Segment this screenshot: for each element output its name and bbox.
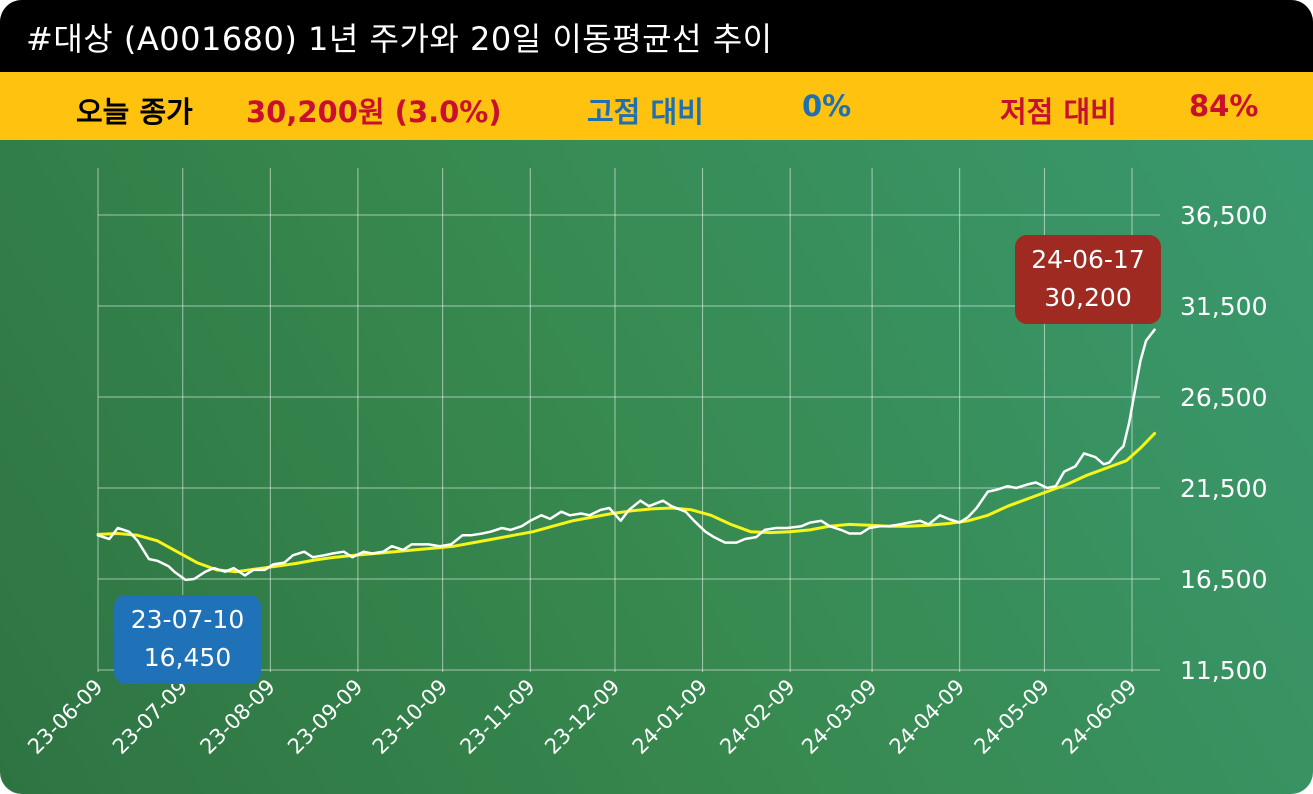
- close-value: 30,200원 (3.0%): [246, 95, 502, 129]
- x-tick-label: 23-09-09: [283, 675, 367, 759]
- x-tick-label: 23-07-09: [108, 675, 192, 759]
- x-tick-label: 23-11-09: [455, 675, 539, 759]
- y-tick-label: 21,500: [1180, 474, 1267, 503]
- ma20-line: [96, 431, 1157, 574]
- low-callout-date: 23-07-10: [130, 605, 245, 634]
- info-bar: 오늘 종가 30,200원 (3.0%) 고점 대비 0% 저점 대비 84%: [0, 72, 1313, 140]
- x-tick-label: 24-03-09: [797, 675, 881, 759]
- low-compare-value: 84%: [1189, 89, 1259, 123]
- y-tick-label: 31,500: [1180, 292, 1267, 321]
- high-compare-label: 고점 대비: [587, 95, 704, 129]
- y-tick-label: 11,500: [1180, 656, 1267, 685]
- low-callout: 23-07-10 16,450: [114, 595, 261, 684]
- y-tick-label: 16,500: [1180, 565, 1267, 594]
- high-callout-date: 24-06-17: [1031, 245, 1145, 274]
- x-tick-label: 23-12-09: [540, 675, 624, 759]
- x-tick-label: 24-02-09: [715, 675, 799, 759]
- x-tick-label: 23-10-09: [368, 675, 452, 759]
- x-tick-label: 24-06-09: [1057, 675, 1141, 759]
- x-tick-label: 23-08-09: [195, 675, 279, 759]
- x-tick-label: 24-04-09: [885, 675, 969, 759]
- y-axis-ticks: 36,500 31,500 26,500 21,500 16,500 11,500: [1180, 201, 1267, 685]
- y-tick-label: 36,500: [1180, 201, 1267, 230]
- x-tick-label: 24-01-09: [628, 675, 712, 759]
- x-axis-ticks: 23-06-09 23-07-09 23-08-09 23-09-09 23-10-09…: [23, 675, 1141, 759]
- close-label: 오늘 종가: [76, 95, 193, 129]
- price-line: [96, 328, 1156, 582]
- chart-title: #대상 (A001680) 1년 주가와 20일 이동평균선 추이: [26, 20, 773, 58]
- x-tick-label: 24-05-09: [970, 675, 1054, 759]
- title-bar: #대상 (A001680) 1년 주가와 20일 이동평균선 추이: [0, 0, 1313, 72]
- high-callout-value: 30,200: [1044, 283, 1132, 312]
- high-callout: 24-06-17 30,200: [1015, 235, 1161, 324]
- x-tick-label: 23-06-09: [23, 675, 107, 759]
- y-tick-label: 26,500: [1180, 383, 1267, 412]
- high-compare-value: 0%: [802, 89, 852, 123]
- grid-lines: [97, 168, 1160, 672]
- low-callout-value: 16,450: [143, 643, 232, 672]
- low-compare-label: 저점 대비: [1000, 95, 1117, 129]
